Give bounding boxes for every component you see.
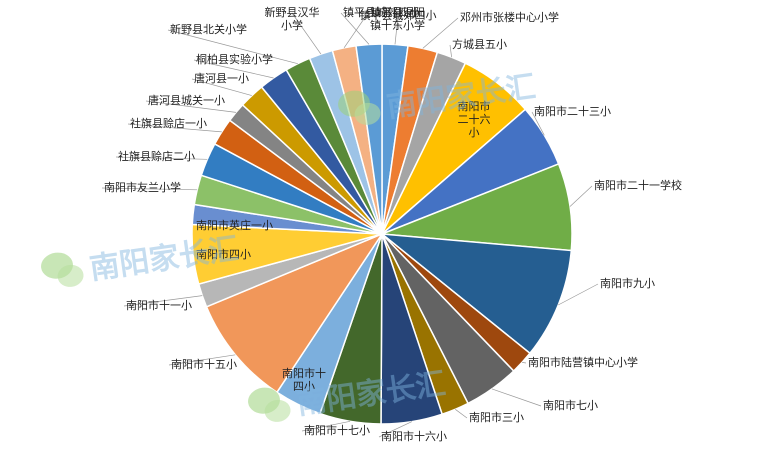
leader-line	[115, 156, 208, 160]
leader-line	[193, 59, 274, 79]
slice-label: 镇平县城郊四小	[360, 8, 437, 22]
slice-label: 南阳市二十一学校	[594, 178, 682, 192]
leader-line	[291, 12, 322, 55]
leader-line	[168, 354, 236, 366]
slice-label: 邓州市张楼中心小学	[460, 10, 559, 24]
slice-label: 南阳市十七小	[304, 423, 370, 437]
slice-label: 南阳市四小	[196, 247, 251, 261]
slice-label: 桐柏县实验小学	[196, 52, 273, 66]
leader-line	[123, 295, 203, 307]
leader-line	[301, 420, 351, 432]
slice-label: 南阳市九小	[600, 276, 655, 290]
leader-line	[191, 78, 252, 96]
slice-label: 镇平县城郊四小	[343, 5, 420, 19]
slice-label: 社旗县赊店二小	[118, 149, 195, 163]
leader-line	[378, 421, 413, 438]
slice-label: 南阳市二十六小	[458, 99, 491, 139]
leader-line	[127, 123, 222, 133]
slice-label: 南阳市十五小	[171, 357, 237, 371]
slice-label: 南阳市友兰小学	[104, 180, 181, 194]
slice-label: 南阳市三小	[469, 410, 524, 424]
leader-line	[455, 409, 468, 419]
slice-label: 唐河县城关一小	[148, 93, 225, 107]
slice-label: 南阳市陆营镇中心小学	[528, 355, 638, 369]
leader-line	[558, 283, 599, 306]
slice-label: 新野县汉华小学	[265, 5, 320, 32]
slice-label: 南阳市二十三小	[534, 104, 611, 118]
slice-label: 南阳市英庄一小	[196, 218, 273, 232]
leader-line	[167, 29, 298, 65]
pie-slice	[355, 43, 383, 235]
leader-line	[449, 44, 452, 58]
leader-line	[340, 12, 370, 45]
slice-label: 方城县五小	[452, 37, 507, 51]
leader-line	[522, 362, 527, 364]
slice-label: 南阳市七小	[543, 398, 598, 412]
leader-line	[531, 111, 545, 136]
leader-line	[394, 15, 399, 45]
slice-label: 镇平县涅阳镇十东小学	[370, 5, 425, 32]
leader-line	[491, 388, 542, 407]
chat-bubble-icon	[264, 399, 291, 422]
leader-line	[145, 100, 237, 113]
slice-label: 南阳市十一小	[126, 298, 192, 312]
leader-line	[569, 185, 593, 207]
slice-label: 南阳市十六小	[381, 429, 447, 443]
slice-label: 唐河县一小	[194, 71, 249, 85]
leader-line	[101, 187, 198, 191]
leader-line	[422, 17, 459, 49]
slice-label: 新野县北关小学	[170, 22, 247, 36]
chat-bubble-icon	[57, 264, 84, 287]
slice-label: 社旗县赊店一小	[130, 116, 207, 130]
slice-label: 南阳市十四小	[282, 366, 326, 393]
chat-bubble-icon	[354, 102, 381, 125]
